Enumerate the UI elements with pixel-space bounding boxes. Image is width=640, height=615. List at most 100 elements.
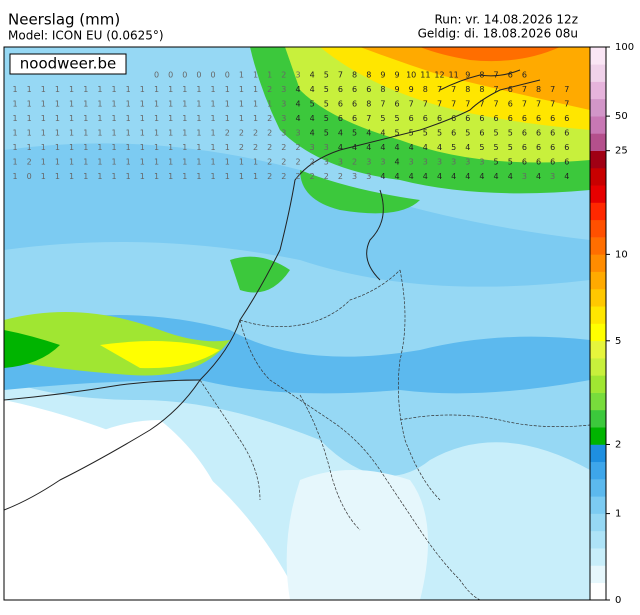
precip-value: 5 xyxy=(437,129,442,138)
colorbar-segment xyxy=(590,323,606,342)
precip-value: 7 xyxy=(338,71,343,80)
precip-value: 1 xyxy=(140,172,145,181)
precip-value: 7 xyxy=(437,85,442,94)
precip-value: 1 xyxy=(55,143,60,152)
precip-value: 1 xyxy=(83,172,88,181)
precip-value: 1 xyxy=(239,85,244,94)
precip-value: 6 xyxy=(451,129,456,138)
precip-value: 1 xyxy=(253,100,258,109)
precip-value: 6 xyxy=(479,129,484,138)
precip-value: 4 xyxy=(366,143,371,152)
precip-value: 1 xyxy=(154,172,159,181)
precip-value: 2 xyxy=(324,172,329,181)
precip-value: 2 xyxy=(253,129,258,138)
precip-value: 5 xyxy=(324,71,329,80)
precip-value: 9 xyxy=(409,85,414,94)
precip-value: 2 xyxy=(281,143,286,152)
precip-value: 4 xyxy=(395,172,400,181)
colorbar-segment xyxy=(590,254,606,272)
precip-value: 1 xyxy=(83,85,88,94)
precip-value: 3 xyxy=(295,71,300,80)
precip-value: 4 xyxy=(508,172,513,181)
colorbar-segment xyxy=(590,461,606,480)
precip-value: 3 xyxy=(409,158,414,167)
precip-value: 1 xyxy=(97,172,102,181)
precip-value: 1 xyxy=(126,158,131,167)
precip-value: 0 xyxy=(154,71,159,80)
precip-value: 8 xyxy=(479,85,484,94)
precip-value: 1 xyxy=(41,143,46,152)
precip-value: 1 xyxy=(27,143,32,152)
precip-value: 2 xyxy=(267,114,272,123)
colorbar-segment xyxy=(590,202,606,221)
precip-value: 1 xyxy=(168,100,173,109)
precip-value: 1 xyxy=(12,143,17,152)
precip-value: 1 xyxy=(196,85,201,94)
precip-value: 1 xyxy=(41,85,46,94)
precip-value: 6 xyxy=(508,114,513,123)
precip-value: 1 xyxy=(168,114,173,123)
precip-value: 1 xyxy=(97,114,102,123)
precip-value: 2 xyxy=(267,158,272,167)
precip-value: 1 xyxy=(12,129,17,138)
precip-value: 6 xyxy=(423,114,428,123)
precip-value: 6 xyxy=(536,129,541,138)
precip-value: 4 xyxy=(310,71,315,80)
precip-value: 8 xyxy=(352,71,357,80)
precip-value: 1 xyxy=(12,172,17,181)
precip-value: 4 xyxy=(366,129,371,138)
precip-value: 1 xyxy=(69,85,74,94)
precip-value: 1 xyxy=(182,129,187,138)
precip-value: 2 xyxy=(310,158,315,167)
precip-value: 0 xyxy=(196,71,201,80)
precip-value: 1 xyxy=(83,129,88,138)
precip-value: 3 xyxy=(465,158,470,167)
precip-value: 1 xyxy=(196,143,201,152)
precip-value: 0 xyxy=(225,71,230,80)
precip-value: 4 xyxy=(409,143,414,152)
colorbar-frame xyxy=(589,46,607,601)
precip-value: 1 xyxy=(140,158,145,167)
precip-value: 3 xyxy=(451,158,456,167)
valid: Geldig: di. 18.08.2026 08u xyxy=(418,27,578,41)
precip-value: 4 xyxy=(465,143,470,152)
colorbar-segment xyxy=(590,81,606,100)
precip-value: 1 xyxy=(55,114,60,123)
precip-value: 3 xyxy=(281,129,286,138)
precip-value: 1 xyxy=(225,85,230,94)
precip-value: 4 xyxy=(423,143,428,152)
precip-value: 9 xyxy=(380,71,385,80)
precip-value: 5 xyxy=(423,129,428,138)
precip-value: 2 xyxy=(27,158,32,167)
precip-value: 3 xyxy=(295,129,300,138)
precip-value: 7 xyxy=(451,100,456,109)
colorbar-segment xyxy=(590,219,606,238)
precip-value: 1 xyxy=(97,85,102,94)
colorbar-label: 2 xyxy=(615,439,621,450)
precip-value: 7 xyxy=(479,100,484,109)
precip-value: 10 xyxy=(406,71,416,80)
precip-value: 4 xyxy=(295,114,300,123)
precip-value: 1 xyxy=(55,129,60,138)
colorbar-segment xyxy=(590,427,606,445)
colorbar-label: 5 xyxy=(615,336,621,347)
precip-value: 5 xyxy=(409,129,414,138)
precip-value: 4 xyxy=(380,129,385,138)
precip-value: 6 xyxy=(338,85,343,94)
precip-value: 0 xyxy=(182,71,187,80)
precip-value: 4 xyxy=(338,143,343,152)
precip-value: 1 xyxy=(253,158,258,167)
precip-value: 2 xyxy=(239,129,244,138)
precip-value: 7 xyxy=(536,100,541,109)
precip-value: 1 xyxy=(140,143,145,152)
precip-value: 1 xyxy=(55,85,60,94)
precip-value: 6 xyxy=(437,114,442,123)
colorbar-segment xyxy=(590,444,606,463)
precip-value: 9 xyxy=(465,71,470,80)
precip-value: 1 xyxy=(168,158,173,167)
precip-value: 7 xyxy=(409,100,414,109)
precip-value: 6 xyxy=(508,85,513,94)
colorbar-segment xyxy=(590,64,606,82)
precip-value: 2 xyxy=(267,85,272,94)
precip-value: 0 xyxy=(168,71,173,80)
